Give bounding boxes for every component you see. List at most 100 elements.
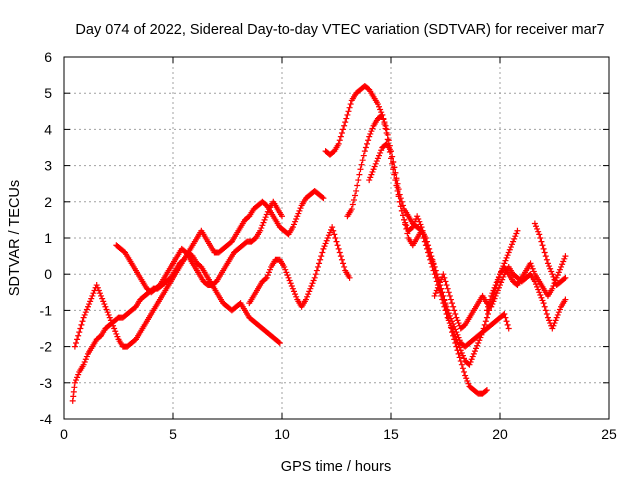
data-point: [464, 377, 471, 384]
series-track-8: [431, 263, 569, 332]
data-point: [344, 111, 351, 118]
data-point: [390, 158, 397, 165]
data-point: [471, 348, 478, 355]
data-point: [398, 207, 405, 214]
y-tick-label: -3: [40, 375, 53, 391]
y-tick-label: 1: [44, 230, 52, 246]
data-point: [358, 161, 365, 168]
data-point: [93, 282, 100, 289]
data-point: [417, 221, 424, 228]
data-point: [389, 153, 396, 160]
data-point: [547, 265, 554, 272]
data-point: [503, 318, 510, 325]
data-point: [281, 263, 288, 270]
data-point: [105, 311, 112, 318]
data-point: [371, 163, 378, 170]
data-point: [548, 268, 555, 275]
x-tick-label: 5: [169, 426, 177, 442]
data-point: [325, 232, 332, 239]
data-point: [262, 214, 269, 221]
data-point: [445, 289, 452, 296]
data-point: [514, 227, 521, 234]
data-point: [347, 101, 354, 108]
y-tick-labels: -4 -3 -2 -1 0 1 2 3 4 5 6: [40, 49, 53, 427]
data-point: [356, 171, 363, 178]
data-point: [75, 332, 82, 339]
y-tick-label: 4: [44, 121, 52, 137]
data-point: [445, 310, 452, 317]
data-point: [490, 287, 497, 294]
x-tick-label: 25: [601, 426, 617, 442]
data-point: [421, 235, 428, 241]
y-tick-label: -2: [40, 339, 53, 355]
data-point: [506, 246, 513, 253]
data-point: [541, 303, 548, 310]
data-point: [461, 368, 468, 375]
data-point: [99, 295, 106, 302]
data-point: [462, 372, 469, 379]
data-point: [443, 282, 450, 289]
data-point: [106, 314, 113, 321]
series-track-7: [366, 140, 512, 350]
data-point: [383, 130, 390, 137]
series-track-4: [246, 224, 353, 310]
data-point: [377, 106, 384, 113]
data-point: [293, 293, 300, 300]
data-point: [554, 311, 561, 318]
data-point: [455, 320, 462, 327]
data-point: [111, 325, 118, 332]
data-point: [419, 227, 426, 234]
data-point: [461, 355, 468, 362]
data-point: [416, 218, 423, 225]
data-point: [83, 306, 90, 313]
data-point: [457, 347, 464, 354]
data-point: [481, 321, 488, 328]
y-tick-label: 0: [44, 266, 52, 282]
data-point: [276, 339, 283, 346]
data-point: [311, 274, 318, 281]
data-point: [326, 229, 333, 236]
data-point: [80, 361, 87, 368]
data-point: [546, 263, 553, 270]
data-point: [503, 254, 510, 261]
data-point: [362, 144, 369, 151]
data-point: [439, 289, 446, 296]
data-point: [553, 314, 560, 321]
data-point: [343, 115, 350, 122]
data-point: [452, 326, 459, 333]
data-point: [79, 318, 86, 325]
data-point: [395, 191, 402, 198]
data-point: [531, 220, 538, 227]
data-point: [534, 283, 541, 290]
data-point: [552, 317, 559, 324]
data-point: [367, 174, 374, 181]
data-point: [257, 227, 264, 234]
data-point: [555, 269, 562, 276]
data-point: [558, 263, 565, 270]
data-point: [319, 249, 326, 256]
data-point: [505, 249, 512, 256]
data-point: [364, 140, 371, 147]
data-point: [316, 260, 323, 267]
data-point: [336, 137, 343, 144]
data-point: [378, 147, 385, 154]
data-point: [87, 298, 94, 305]
data-point: [491, 295, 498, 302]
data-point: [449, 300, 456, 307]
y-tick-label: -1: [40, 302, 53, 318]
data-point: [529, 265, 536, 272]
data-point: [88, 295, 95, 302]
data-point: [330, 227, 337, 234]
data-point: [292, 291, 299, 298]
data-point: [442, 300, 449, 307]
x-tick-label: 20: [492, 426, 508, 442]
data-point: [261, 216, 268, 223]
data-point: [90, 290, 97, 297]
x-tick-labels: 0 5 10 15 20 25: [60, 426, 617, 442]
data-point: [538, 294, 545, 301]
data-point: [317, 256, 324, 263]
data-point: [74, 374, 81, 381]
y-axis-label: SDTVAR / TECUs: [7, 180, 23, 296]
data-point: [337, 133, 344, 140]
data-point: [366, 177, 373, 184]
